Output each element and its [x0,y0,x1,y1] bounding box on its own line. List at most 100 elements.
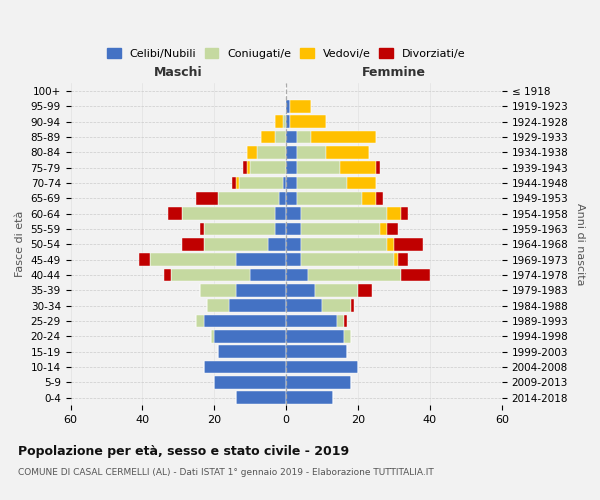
Text: COMUNE DI CASAL CERMELLI (AL) - Dati ISTAT 1° gennaio 2019 - Elaborazione TUTTIT: COMUNE DI CASAL CERMELLI (AL) - Dati IST… [18,468,434,477]
Bar [207,300,229,312]
Bar [268,238,286,250]
Bar [351,300,355,312]
Bar [196,314,203,327]
Bar [283,116,286,128]
Bar [286,208,301,220]
Bar [315,284,358,296]
Bar [347,176,376,190]
Bar [362,192,376,204]
Bar [247,162,250,174]
Bar [297,176,347,190]
Bar [297,192,362,204]
Y-axis label: Fasce di età: Fasce di età [15,211,25,278]
Bar [286,268,308,281]
Bar [236,284,286,296]
Bar [286,376,351,388]
Bar [301,238,387,250]
Bar [301,222,380,235]
Bar [167,208,182,220]
Bar [286,300,322,312]
Bar [214,376,286,388]
Bar [149,254,236,266]
Bar [243,162,247,174]
Bar [387,208,401,220]
Bar [286,314,337,327]
Bar [203,314,286,327]
Bar [218,346,286,358]
Bar [171,268,250,281]
Bar [398,254,409,266]
Bar [279,192,286,204]
Bar [286,146,297,158]
Bar [211,330,214,342]
Bar [326,146,369,158]
Bar [239,176,283,190]
Bar [290,100,311,112]
Bar [344,330,351,342]
Bar [286,176,297,190]
Bar [182,238,203,250]
Bar [236,392,286,404]
Bar [250,162,286,174]
Bar [358,284,373,296]
Bar [286,162,297,174]
Bar [275,208,286,220]
Bar [214,330,286,342]
Bar [286,284,315,296]
Bar [311,130,376,143]
Bar [229,300,286,312]
Bar [394,238,423,250]
Bar [286,346,347,358]
Bar [286,116,290,128]
Bar [261,130,275,143]
Bar [275,130,286,143]
Bar [247,146,257,158]
Bar [387,238,394,250]
Bar [376,192,383,204]
Bar [275,116,283,128]
Bar [297,162,340,174]
Bar [337,314,344,327]
Bar [200,284,236,296]
Bar [218,192,279,204]
Bar [286,238,301,250]
Bar [257,146,286,158]
Bar [290,116,326,128]
Bar [275,222,286,235]
Bar [401,268,430,281]
Bar [286,192,297,204]
Bar [182,208,275,220]
Bar [286,222,301,235]
Bar [283,176,286,190]
Text: Femmine: Femmine [362,66,426,78]
Bar [340,162,376,174]
Bar [297,130,311,143]
Bar [308,268,401,281]
Bar [236,254,286,266]
Legend: Celibi/Nubili, Coniugati/e, Vedovi/e, Divorziati/e: Celibi/Nubili, Coniugati/e, Vedovi/e, Di… [103,44,469,64]
Bar [401,208,409,220]
Bar [380,222,387,235]
Bar [297,146,326,158]
Bar [322,300,351,312]
Bar [286,330,344,342]
Bar [139,254,149,266]
Bar [286,360,358,373]
Bar [203,360,286,373]
Bar [301,254,394,266]
Bar [286,392,333,404]
Bar [164,268,171,281]
Bar [387,222,398,235]
Bar [286,130,297,143]
Bar [376,162,380,174]
Bar [236,176,239,190]
Bar [286,100,290,112]
Bar [286,254,301,266]
Bar [394,254,398,266]
Bar [196,192,218,204]
Bar [250,268,286,281]
Y-axis label: Anni di nascita: Anni di nascita [575,203,585,285]
Bar [232,176,236,190]
Bar [203,222,275,235]
Bar [203,238,268,250]
